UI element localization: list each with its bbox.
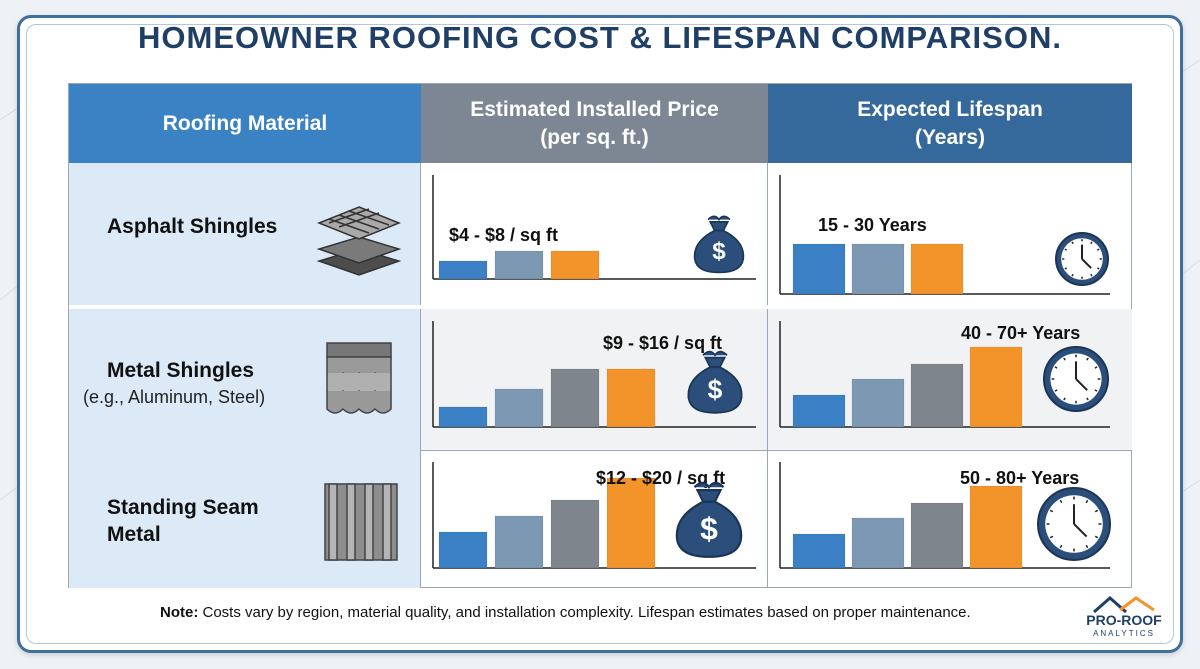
chart-bar bbox=[851, 517, 905, 569]
money-bag-icon: $ bbox=[687, 350, 743, 414]
page-title: HOMEOWNER ROOFING COST & LIFESPAN COMPAR… bbox=[138, 20, 1062, 55]
material-subtitle: (e.g., Aluminum, Steel) bbox=[83, 387, 266, 407]
comparison-table: Roofing Material Estimated Installed Pri… bbox=[68, 83, 1132, 588]
clock-icon bbox=[1043, 346, 1109, 412]
header-price-line1: Estimated Installed Price bbox=[470, 97, 719, 121]
lifespan-cell: 40 - 70+ Years bbox=[768, 309, 1132, 451]
footnote: Note: Costs vary by region, material qua… bbox=[160, 604, 971, 621]
standing-seam-icon bbox=[324, 483, 398, 561]
scale-shingles-icon bbox=[326, 342, 392, 414]
clock-icon bbox=[1037, 487, 1111, 561]
card-inner-border bbox=[26, 24, 1174, 644]
logo-name: PRO-ROOF bbox=[1086, 612, 1162, 628]
table-row-asphalt: Asphalt Shingles $4 - $8 / sq ft $ 15 - 3… bbox=[69, 163, 1132, 305]
price-chart-2: $9 - $16 / sq ft $ bbox=[432, 321, 756, 428]
roof-logo-icon bbox=[1093, 596, 1155, 614]
chart-bar bbox=[550, 250, 600, 280]
chart-bar bbox=[494, 388, 544, 428]
clock-icon bbox=[1055, 232, 1109, 286]
material-name: Asphalt Shingles bbox=[107, 215, 278, 238]
chart-bar bbox=[969, 485, 1023, 569]
chart-value-label: 50 - 80+ Years bbox=[960, 468, 1079, 488]
header-installed-price: Estimated Installed Price (per sq. ft.) bbox=[421, 84, 768, 163]
chart-bar bbox=[438, 260, 488, 280]
header-price-line2: (per sq. ft.) bbox=[540, 125, 649, 149]
material-cell: Metal Shingles (e.g., Aluminum, Steel) bbox=[69, 309, 421, 451]
brand-logo: PRO-ROOF ANALYTICS bbox=[1084, 594, 1164, 640]
material-cell: Asphalt Shingles bbox=[69, 163, 421, 305]
lifespan-chart-2: 40 - 70+ Years bbox=[779, 321, 1110, 428]
chart-bar bbox=[550, 368, 600, 428]
header-lifespan: Expected Lifespan (Years) bbox=[768, 84, 1132, 163]
lifespan-cell: 15 - 30 Years bbox=[768, 163, 1132, 305]
stacked-shingles-icon bbox=[316, 206, 402, 276]
chart-bar bbox=[494, 250, 544, 280]
table-row-standing-seam: Standing Seam Metal $12 - $20 / sq ft $ 5… bbox=[69, 450, 1132, 588]
chart-bar bbox=[438, 406, 488, 428]
footnote-label: Note: bbox=[160, 604, 199, 621]
chart-value-label: $4 - $8 / sq ft bbox=[449, 225, 558, 245]
chart-bar bbox=[550, 499, 600, 569]
material-name: Metal Shingles bbox=[107, 359, 255, 382]
chart-bar bbox=[438, 531, 488, 569]
chart-bar bbox=[792, 243, 846, 295]
svg-text:$: $ bbox=[708, 374, 723, 404]
chart-bar bbox=[851, 243, 905, 295]
row-divider bbox=[69, 450, 1132, 451]
chart-bar bbox=[851, 378, 905, 428]
header-lifespan-line2: (Years) bbox=[914, 125, 986, 149]
lifespan-chart-1: 15 - 30 Years bbox=[779, 175, 1110, 295]
money-bag-icon: $ bbox=[693, 215, 745, 274]
chart-bar bbox=[910, 502, 964, 569]
table-row-metal-shingles: Metal Shingles (e.g., Aluminum, Steel) $… bbox=[69, 309, 1132, 451]
money-bag-icon: $ bbox=[675, 481, 743, 558]
material-name: Standing Seam bbox=[107, 496, 259, 519]
price-chart-1: $4 - $8 / sq ft $ bbox=[432, 175, 756, 280]
chart-bar bbox=[792, 394, 846, 428]
chart-value-label: 15 - 30 Years bbox=[818, 215, 927, 235]
price-cell: $9 - $16 / sq ft $ bbox=[421, 309, 768, 451]
price-cell: $12 - $20 / sq ft $ bbox=[421, 450, 768, 588]
chart-value-label: 40 - 70+ Years bbox=[961, 323, 1080, 343]
svg-text:$: $ bbox=[700, 510, 718, 546]
chart-bar bbox=[606, 477, 656, 569]
lifespan-chart-3: 50 - 80+ Years bbox=[779, 462, 1111, 569]
svg-text:$: $ bbox=[712, 238, 726, 265]
price-chart-3: $12 - $20 / sq ft $ bbox=[432, 462, 756, 569]
header-lifespan-line1: Expected Lifespan bbox=[857, 97, 1043, 121]
header-roofing-material: Roofing Material bbox=[69, 84, 421, 163]
chart-bar bbox=[910, 243, 964, 295]
chart-bar bbox=[969, 346, 1023, 428]
price-cell: $4 - $8 / sq ft $ bbox=[421, 163, 768, 305]
chart-bar bbox=[910, 363, 964, 428]
chart-value-label: $12 - $20 / sq ft bbox=[596, 468, 725, 488]
chart-bar bbox=[494, 515, 544, 569]
footnote-text: Costs vary by region, material quality, … bbox=[198, 604, 971, 621]
material-name-line2: Metal bbox=[107, 523, 161, 546]
lifespan-cell: 50 - 80+ Years bbox=[768, 450, 1132, 588]
chart-bar bbox=[792, 533, 846, 569]
chart-bar bbox=[606, 368, 656, 428]
logo-subtitle: ANALYTICS bbox=[1093, 629, 1155, 638]
chart-value-label: $9 - $16 / sq ft bbox=[603, 333, 722, 353]
material-cell: Standing Seam Metal bbox=[69, 450, 421, 588]
